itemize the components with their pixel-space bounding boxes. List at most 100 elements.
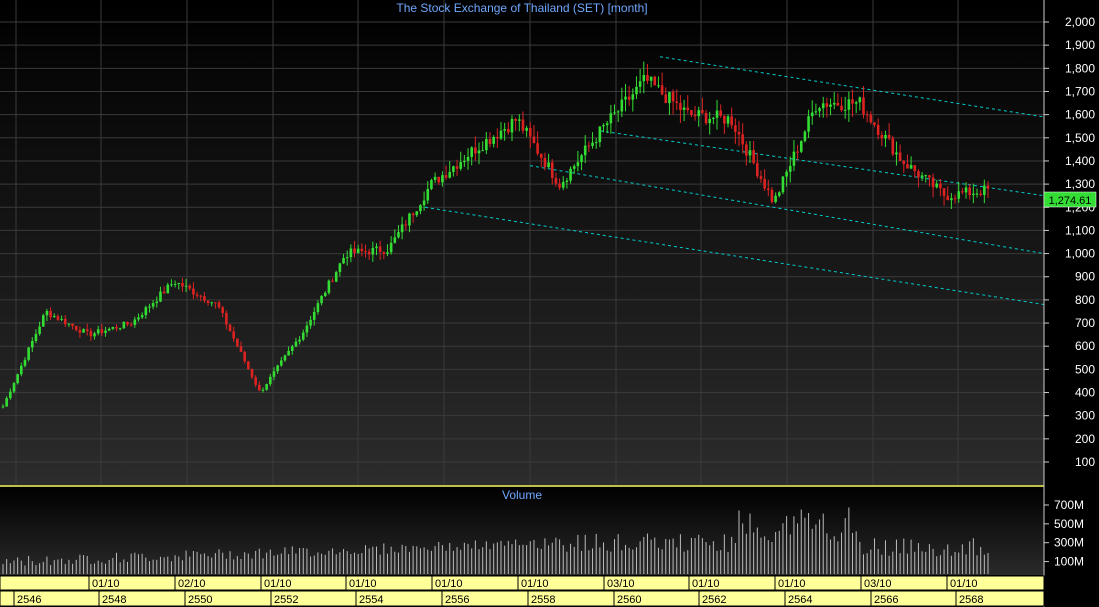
candle-body bbox=[338, 263, 342, 273]
candle-body bbox=[474, 147, 477, 154]
candle-body bbox=[30, 340, 34, 348]
candle-body bbox=[155, 301, 159, 304]
candle-body bbox=[532, 136, 536, 144]
candle-body bbox=[558, 183, 561, 188]
candle-body bbox=[898, 152, 902, 161]
candle-body bbox=[12, 383, 16, 392]
candle-body bbox=[45, 310, 49, 316]
price-tick-label: 800 bbox=[1075, 293, 1095, 307]
candle-body bbox=[192, 288, 195, 295]
candle-body bbox=[470, 147, 473, 157]
candle-body bbox=[858, 97, 862, 103]
candle-body bbox=[686, 107, 690, 111]
time-label-lower: 2560 bbox=[617, 594, 641, 606]
candle-body bbox=[975, 193, 979, 195]
candle-body bbox=[371, 247, 375, 255]
candle-body bbox=[422, 200, 426, 206]
candle-body bbox=[126, 322, 129, 325]
candle-body bbox=[217, 302, 221, 308]
candle-body bbox=[671, 92, 675, 102]
price-tick-label: 1,800 bbox=[1065, 61, 1095, 75]
time-label-lower: 2556 bbox=[445, 594, 469, 606]
candle-body bbox=[276, 365, 279, 372]
candle-body bbox=[756, 163, 759, 177]
candle-body bbox=[466, 156, 470, 161]
volume-tick-label: 500M bbox=[1054, 517, 1084, 531]
candle-body bbox=[609, 113, 613, 124]
candle-body bbox=[250, 368, 254, 378]
candle-body bbox=[723, 115, 726, 124]
candle-body bbox=[613, 112, 616, 114]
candle-body bbox=[745, 144, 748, 156]
trendline bbox=[529, 165, 1045, 255]
candle-body bbox=[5, 398, 8, 407]
time-label-lower: 2550 bbox=[188, 594, 212, 606]
candle-body bbox=[580, 155, 583, 163]
candle-body bbox=[488, 139, 492, 144]
candle-body bbox=[71, 323, 74, 327]
candle-body bbox=[375, 246, 378, 248]
candle-body bbox=[986, 185, 990, 189]
candle-body bbox=[345, 257, 349, 259]
candle-body bbox=[635, 86, 638, 95]
candle-body bbox=[712, 117, 715, 119]
candle-body bbox=[272, 371, 276, 377]
candle-body bbox=[419, 205, 422, 212]
candle-body bbox=[455, 166, 459, 169]
candle-body bbox=[675, 101, 679, 104]
candle-body bbox=[825, 103, 829, 107]
candle-body bbox=[547, 162, 550, 168]
time-label-upper: 01/10 bbox=[435, 578, 463, 590]
candle-body bbox=[85, 329, 89, 332]
candle-body bbox=[118, 328, 122, 330]
candle-body bbox=[327, 280, 331, 293]
candle-body bbox=[719, 110, 722, 116]
candle-body bbox=[115, 327, 118, 329]
candle-body bbox=[602, 125, 605, 127]
time-label-upper: 02/10 bbox=[178, 578, 206, 590]
candle-body bbox=[93, 333, 96, 337]
candle-body bbox=[591, 142, 594, 146]
candle-body bbox=[206, 300, 210, 303]
candle-body bbox=[668, 92, 671, 104]
candle-body bbox=[539, 153, 543, 158]
candle-body bbox=[89, 331, 93, 337]
axis-panel-bg bbox=[1044, 0, 1099, 607]
candle-body bbox=[426, 188, 430, 201]
candle-body bbox=[939, 183, 942, 189]
candle-body bbox=[660, 85, 664, 95]
price-tick-label: 500 bbox=[1075, 362, 1095, 376]
candle-body bbox=[159, 291, 162, 302]
candle-body bbox=[38, 326, 41, 334]
candle-body bbox=[111, 327, 115, 329]
candle-body bbox=[598, 126, 602, 143]
candle-body bbox=[411, 213, 415, 216]
candle-body bbox=[851, 99, 854, 104]
candle-body bbox=[63, 318, 67, 325]
candle-body bbox=[737, 131, 741, 135]
candle-body bbox=[408, 213, 411, 226]
candle-body bbox=[74, 326, 78, 330]
candle-body bbox=[777, 192, 781, 196]
candle-body bbox=[144, 307, 148, 316]
candle-body bbox=[140, 315, 144, 318]
candle-body bbox=[792, 151, 796, 166]
candle-body bbox=[931, 177, 935, 188]
candle-body bbox=[52, 316, 56, 318]
candles bbox=[1, 61, 990, 409]
candle-body bbox=[228, 324, 232, 332]
candle-body bbox=[122, 322, 126, 329]
candle-body bbox=[536, 143, 539, 154]
time-label-lower: 2554 bbox=[359, 594, 383, 606]
candle-body bbox=[543, 157, 547, 168]
candle-body bbox=[236, 338, 239, 347]
candle-body bbox=[356, 248, 360, 254]
candle-body bbox=[525, 127, 528, 131]
candle-body bbox=[829, 104, 832, 107]
candle-body bbox=[353, 248, 356, 254]
price-tick-label: 300 bbox=[1075, 409, 1095, 423]
candle-body bbox=[521, 119, 525, 131]
candle-body bbox=[225, 312, 228, 325]
candle-body bbox=[510, 119, 514, 133]
